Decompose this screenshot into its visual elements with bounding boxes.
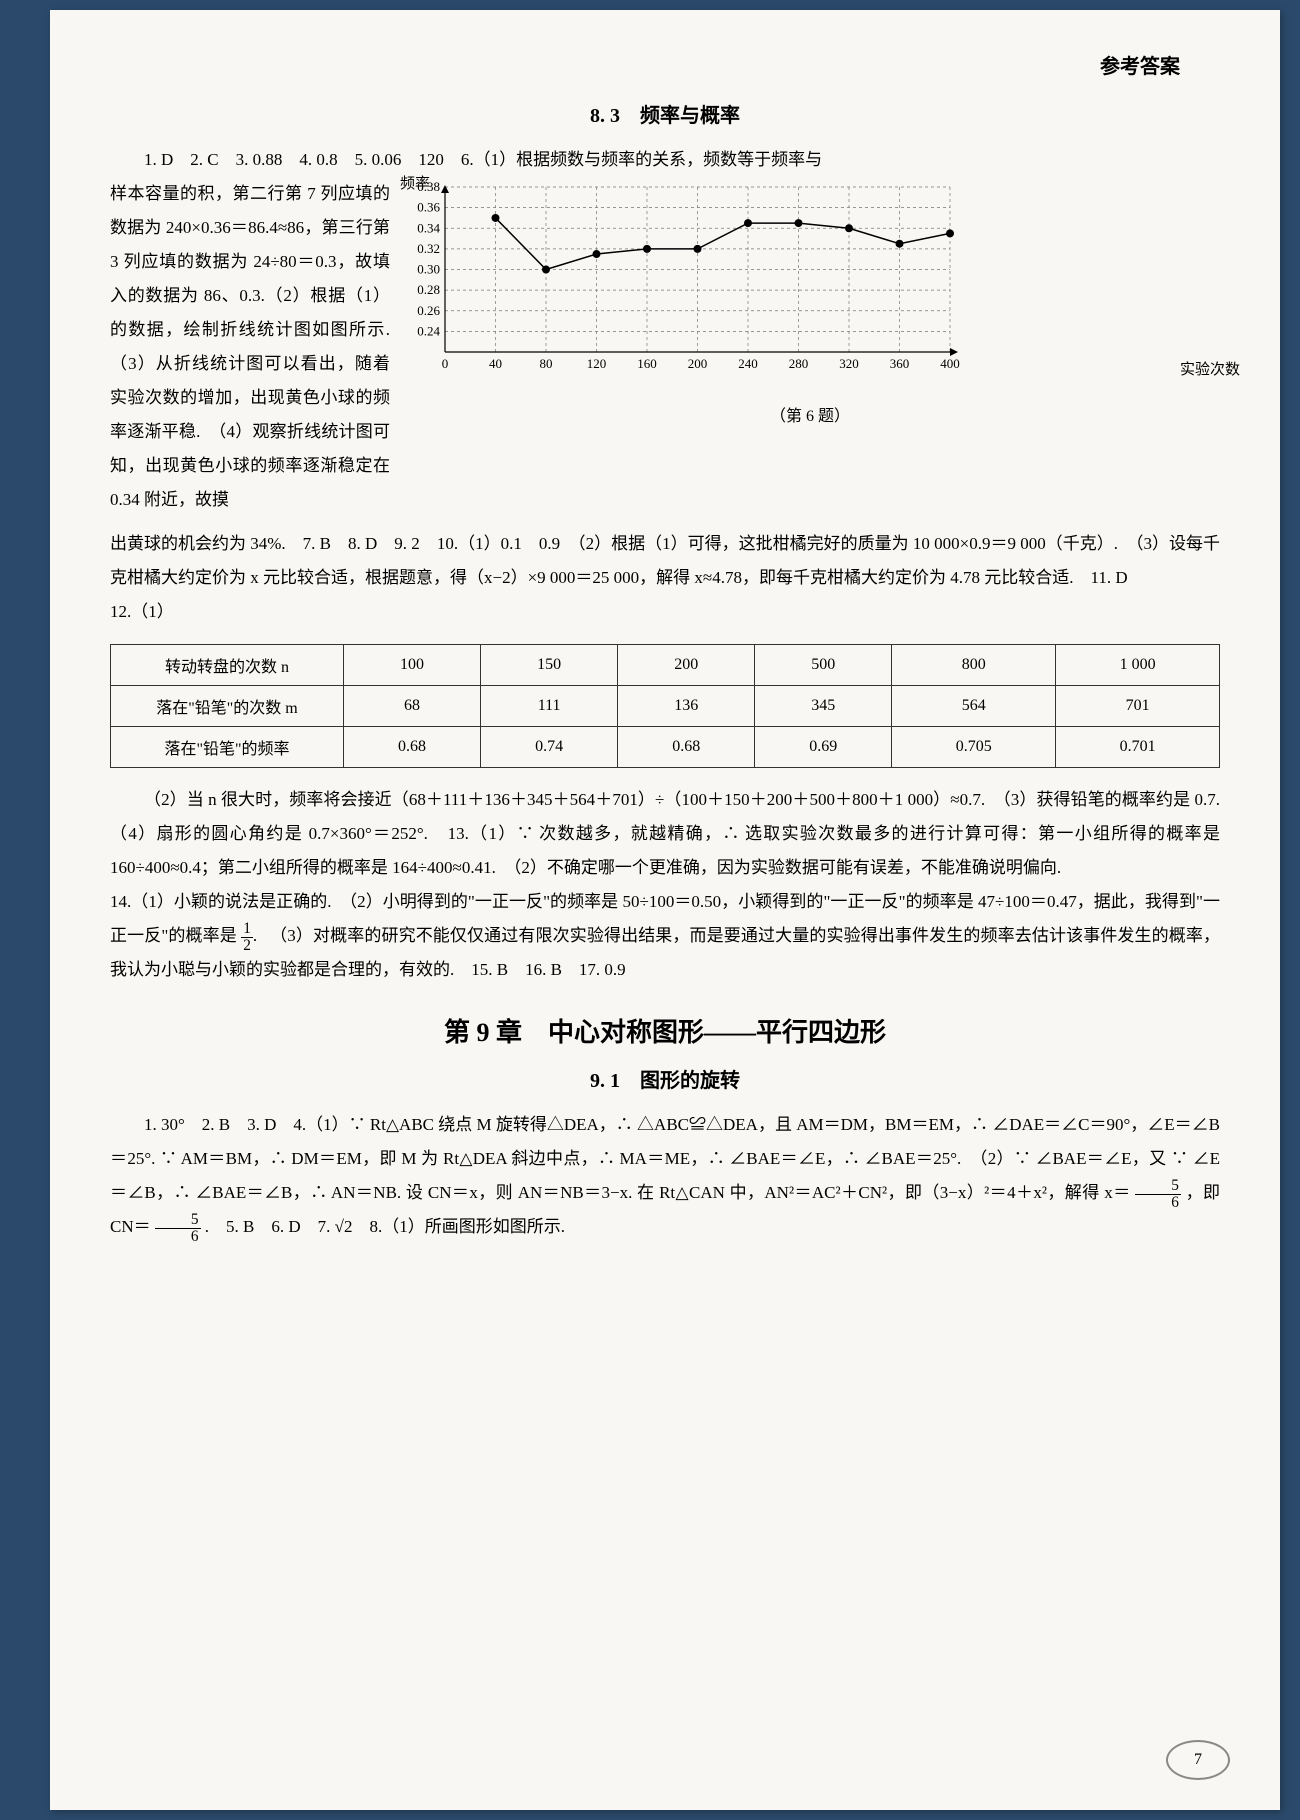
- text-chart-row: 样本容量的积，第二行第 7 列应填的数据为 240×0.36＝86.4≈86，第…: [110, 177, 1220, 517]
- table-cell: 0.68: [344, 727, 481, 768]
- svg-text:0: 0: [442, 356, 449, 371]
- fraction-5-6-b: 56: [155, 1212, 201, 1244]
- fraction-half: 12: [241, 921, 253, 953]
- chapter-9-title: 第 9 章 中心对称图形——平行四边形: [110, 1012, 1220, 1049]
- table-cell: 转动转盘的次数 n: [111, 645, 344, 686]
- after-table-p1: （2）当 n 很大时，频率将会接近（68＋111＋136＋345＋564＋701…: [110, 783, 1220, 885]
- table-cell: 111: [481, 686, 618, 727]
- chapter9-p1a: 1. 30° 2. B 3. D 4.（1）∵ Rt△ABC 绕点 M 旋转得△…: [110, 1115, 1220, 1202]
- svg-text:120: 120: [587, 356, 607, 371]
- table-row: 转动转盘的次数 n 100 150 200 500 800 1 000: [111, 645, 1220, 686]
- table-cell: 701: [1056, 686, 1220, 727]
- header-label: 参考答案: [110, 50, 1220, 79]
- table-cell: 800: [892, 645, 1056, 686]
- table-cell: 100: [344, 645, 481, 686]
- chart-caption: （第 6 题）: [400, 402, 1220, 426]
- svg-text:0.26: 0.26: [417, 303, 440, 318]
- svg-text:80: 80: [540, 356, 553, 371]
- svg-text:360: 360: [890, 356, 910, 371]
- table-cell: 落在"铅笔"的频率: [111, 727, 344, 768]
- page: 参考答案 8. 3 频率与概率 1. D 2. C 3. 0.88 4. 0.8…: [50, 10, 1280, 1810]
- chapter9-p1: 1. 30° 2. B 3. D 4.（1）∵ Rt△ABC 绕点 M 旋转得△…: [110, 1108, 1220, 1244]
- table-cell: 0.701: [1056, 727, 1220, 768]
- svg-text:160: 160: [637, 356, 657, 371]
- fraction-5-6-a: 56: [1135, 1178, 1181, 1210]
- after-table-p2b: （3）对概率的研究不能仅仅通过有限次实验得出结果，而是要通过大量的实验得出事件发…: [110, 926, 1220, 979]
- table-cell: 500: [755, 645, 892, 686]
- svg-text:0.28: 0.28: [417, 282, 440, 297]
- answers-after-chart: 出黄球的机会约为 34%. 7. B 8. D 9. 2 10.（1）0.1 0…: [110, 527, 1220, 595]
- table-cell: 345: [755, 686, 892, 727]
- section-8-3-title: 8. 3 频率与概率: [110, 99, 1220, 128]
- svg-text:0.30: 0.30: [417, 262, 440, 277]
- answers-line-1: 1. D 2. C 3. 0.88 4. 0.8 5. 0.06 120 6.（…: [110, 143, 1220, 177]
- svg-text:40: 40: [489, 356, 502, 371]
- after-table-p2: 14.（1）小颖的说法是正确的. （2）小明得到的"一正一反"的频率是 50÷1…: [110, 885, 1220, 987]
- table-cell: 564: [892, 686, 1056, 727]
- chapter9-p1c: . 5. B 6. D 7. √2 8.（1）所画图形如图所示.: [205, 1217, 565, 1236]
- line-chart: 频率 0.240.260.280.300.320.340.360.3804080…: [400, 177, 1220, 397]
- svg-text:200: 200: [688, 356, 708, 371]
- table-cell: 200: [618, 645, 755, 686]
- table-row: 落在"铅笔"的次数 m 68 111 136 345 564 701: [111, 686, 1220, 727]
- table-row: 落在"铅笔"的频率 0.68 0.74 0.68 0.69 0.705 0.70…: [111, 727, 1220, 768]
- svg-text:280: 280: [789, 356, 809, 371]
- page-number: 7: [1166, 1740, 1230, 1780]
- chart-ylabel: 频率: [400, 172, 430, 193]
- chart-svg: 0.240.260.280.300.320.340.360.3804080120…: [400, 177, 960, 377]
- table-cell: 1 000: [1056, 645, 1220, 686]
- data-table-12: 转动转盘的次数 n 100 150 200 500 800 1 000 落在"铅…: [110, 644, 1220, 768]
- svg-text:0.32: 0.32: [417, 241, 440, 256]
- svg-text:0.34: 0.34: [417, 220, 440, 235]
- table-cell: 0.705: [892, 727, 1056, 768]
- table-cell: 0.74: [481, 727, 618, 768]
- svg-text:320: 320: [839, 356, 859, 371]
- svg-text:0.36: 0.36: [417, 200, 440, 215]
- table-cell: 68: [344, 686, 481, 727]
- table-cell: 150: [481, 645, 618, 686]
- table-cell: 0.68: [618, 727, 755, 768]
- section-9-1-title: 9. 1 图形的旋转: [110, 1064, 1220, 1093]
- table-cell: 136: [618, 686, 755, 727]
- table-cell: 落在"铅笔"的次数 m: [111, 686, 344, 727]
- svg-text:240: 240: [738, 356, 758, 371]
- chart-xlabel: 实验次数: [1180, 358, 1240, 379]
- answers-line-12: 12.（1）: [110, 595, 1220, 629]
- svg-text:0.24: 0.24: [417, 323, 440, 338]
- answers-left-column: 样本容量的积，第二行第 7 列应填的数据为 240×0.36＝86.4≈86，第…: [110, 177, 390, 517]
- table-cell: 0.69: [755, 727, 892, 768]
- svg-text:400: 400: [940, 356, 960, 371]
- chart-column: 频率 0.240.260.280.300.320.340.360.3804080…: [400, 177, 1220, 517]
